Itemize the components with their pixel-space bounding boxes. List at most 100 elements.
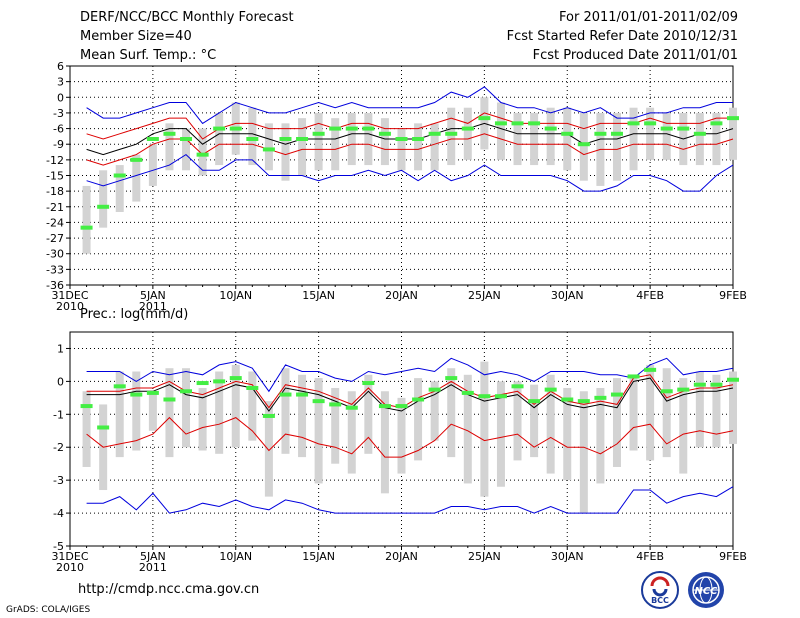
temp-xtick-label: 30JAN <box>551 289 584 302</box>
temp-ensemble-box <box>579 112 588 181</box>
temp-ytick-label: -30 <box>46 248 64 261</box>
temp-ensemble-box <box>281 123 290 181</box>
temp-obs-marker <box>693 131 706 136</box>
prec-obs-marker <box>561 397 574 402</box>
prec-ensemble-box <box>148 391 157 431</box>
temp-obs-marker <box>296 137 309 141</box>
forecast-period: For 2011/01/01-2011/02/09 <box>559 10 738 25</box>
temp-ytick-label: -6 <box>53 123 64 136</box>
prec-obs-marker <box>146 390 159 395</box>
temp-series-mean <box>86 122 734 156</box>
prec-obs-marker <box>428 387 441 392</box>
prec-ensemble-box <box>248 371 257 441</box>
chart-title: DERF/NCC/BCC Monthly Forecast <box>80 10 294 25</box>
temp-ensemble-box <box>264 123 273 171</box>
prec-ensemble-box <box>165 368 174 458</box>
temp-obs-marker <box>345 126 358 131</box>
prec-ensemble-box <box>264 401 273 497</box>
temp-obs-marker <box>710 121 723 126</box>
prec-obs-marker <box>130 392 143 397</box>
prec-ensemble-box <box>182 368 191 448</box>
prec-xtick-label: 5JAN <box>140 550 166 563</box>
prec-series-max <box>86 357 734 393</box>
temp-obs-marker <box>80 225 93 230</box>
prec-obs-marker <box>577 399 590 404</box>
prec-obs-marker <box>511 384 524 389</box>
temp-ensemble-box <box>496 102 505 160</box>
fcst-started-date: Fcst Started Refer Date 2010/12/31 <box>506 29 738 44</box>
prec-ensemble-box <box>115 371 124 458</box>
temp-xtick-sublabel: 2010 <box>56 300 84 313</box>
prec-ensemble-box <box>695 371 704 448</box>
footer-url[interactable]: http://cmdp.ncc.cma.gov.cn <box>78 582 260 597</box>
bcc-logo-text: BCC <box>651 596 669 605</box>
prec-obs-marker <box>727 377 739 382</box>
prec-ensemble-box <box>281 368 290 454</box>
temp-ytick-label: 3 <box>57 76 64 89</box>
temp-xtick-label: 31DEC <box>51 289 88 302</box>
temp-ensemble-box <box>132 154 141 202</box>
prec-obs-marker <box>262 413 275 418</box>
prec-ensemble-box <box>364 374 373 454</box>
temp-obs-marker <box>229 126 242 131</box>
temp-ensemble-box <box>115 165 124 212</box>
prec-ensemble-box <box>679 378 688 474</box>
prec-xtick-label: 20JAN <box>385 550 418 563</box>
prec-ensemble-box <box>132 371 141 451</box>
prec-ytick-label: 0 <box>57 375 64 388</box>
prec-obs-marker <box>345 405 358 410</box>
prec-xtick-label: 31DEC <box>51 550 88 563</box>
prec-xtick-label: 9FEB <box>719 550 747 563</box>
temp-ytick-label: -27 <box>46 232 64 245</box>
prec-ensemble-box <box>496 381 505 487</box>
temp-xtick-label: 4FEB <box>636 289 664 302</box>
temp-obs-marker <box>660 126 673 131</box>
prec-ensemble-box <box>414 378 423 461</box>
prec-ensemble-box <box>530 384 539 458</box>
prec-ensemble-box <box>380 391 389 494</box>
temp-obs-marker <box>163 131 176 136</box>
temp-obs-marker <box>146 137 159 141</box>
prec-obs-marker <box>677 387 690 392</box>
prec-obs-marker <box>710 382 723 387</box>
temp-obs-marker <box>528 121 541 126</box>
prec-series-mean <box>86 377 734 412</box>
prec-obs-marker <box>644 367 657 372</box>
temp-obs-marker <box>577 142 590 147</box>
temp-obs-marker <box>461 126 474 131</box>
prec-obs-marker <box>478 394 491 399</box>
prec-obs-marker <box>329 402 342 407</box>
temp-ensemble-box <box>563 107 572 171</box>
prec-ytick-label: 1 <box>57 342 64 355</box>
prec-series-upper <box>86 374 734 409</box>
prec-ensemble-box <box>513 381 522 461</box>
prec-ensemble-box <box>546 374 555 474</box>
prec-obs-marker <box>461 390 474 395</box>
temp-ensemble-box <box>513 112 522 166</box>
prec-obs-marker <box>660 389 673 394</box>
prec-xtick-sublabel: 2010 <box>56 561 84 574</box>
temp-obs-marker <box>246 137 259 141</box>
prec-obs-marker <box>412 397 425 402</box>
temp-ensemble-box <box>729 107 737 160</box>
temp-ensemble-box <box>314 112 323 171</box>
temp-ytick-label: -24 <box>46 216 64 229</box>
temp-ensemble-box <box>530 112 539 166</box>
temp-obs-marker <box>478 116 491 121</box>
prec-ensemble-box <box>579 391 588 514</box>
prec-obs-marker <box>296 392 309 397</box>
prec-ensemble-box <box>447 368 456 458</box>
grads-credit: GrADS: COLA/IGES <box>6 605 91 615</box>
prec-obs-marker <box>528 399 541 404</box>
prec-ensemble-box <box>646 364 655 461</box>
temp-obs-marker <box>312 131 325 136</box>
prec-ytick-label: -5 <box>53 540 64 553</box>
temp-ensemble-box <box>99 170 108 228</box>
prec-ensemble-box <box>729 371 737 444</box>
prec-xtick-label: 4FEB <box>636 550 664 563</box>
temp-ytick-label: -33 <box>46 263 64 276</box>
prec-ensemble-box <box>314 378 323 484</box>
prec-obs-marker <box>113 384 126 389</box>
member-size: Member Size=40 <box>80 29 192 44</box>
temp-ensemble-box <box>364 112 373 166</box>
